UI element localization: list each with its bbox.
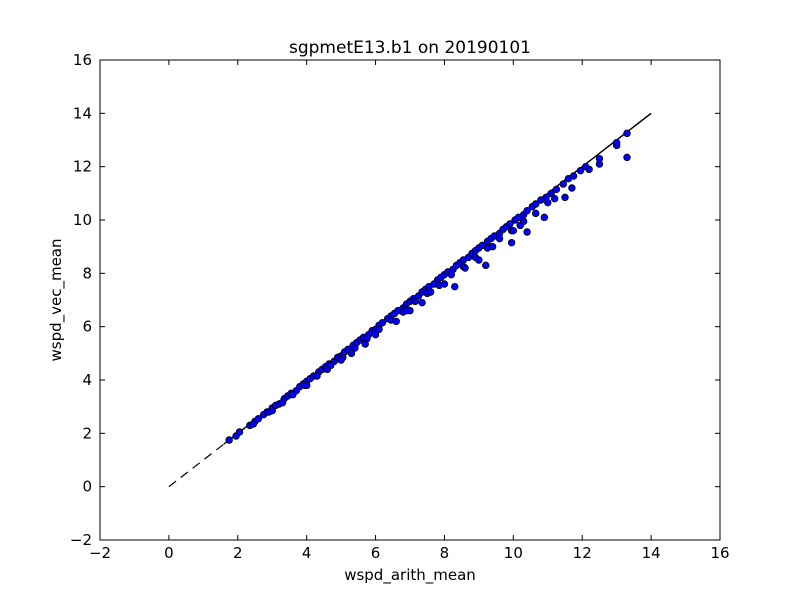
data-point <box>392 317 400 326</box>
data-point <box>447 270 456 279</box>
data-point <box>523 228 531 236</box>
data-point <box>254 414 263 423</box>
y-tick-label: 12 <box>73 158 92 176</box>
data-point <box>451 282 459 291</box>
data-point <box>378 318 387 327</box>
data-point <box>268 406 276 415</box>
data-point <box>351 344 359 352</box>
data-point <box>509 226 518 235</box>
data-point <box>235 428 244 436</box>
data-point <box>569 172 578 180</box>
data-point <box>278 398 287 407</box>
data-point <box>337 356 345 364</box>
y-axis-ticks: −2 0 2 4 6 8 10 12 14 16 <box>70 51 720 549</box>
data-point <box>371 330 380 339</box>
data-point <box>523 206 531 215</box>
x-tick-label: 14 <box>642 544 661 562</box>
data-point <box>506 220 514 228</box>
data-point <box>507 238 516 247</box>
data-point <box>313 372 321 380</box>
x-tick-label: 16 <box>710 544 729 562</box>
x-tick-label: 8 <box>440 544 450 562</box>
data-point <box>532 209 540 218</box>
data-point <box>585 165 593 174</box>
data-point <box>623 153 631 162</box>
data-point <box>461 264 469 272</box>
data-point <box>249 420 257 428</box>
data-point <box>402 306 411 315</box>
x-axis-label: wspd_arith_mean <box>344 566 476 585</box>
x-tick-label: 6 <box>371 544 381 562</box>
data-point <box>576 166 585 175</box>
data-point <box>411 297 419 306</box>
x-tick-label: 12 <box>573 544 592 562</box>
data-point <box>559 180 567 188</box>
y-axis-label: wspd_vec_mean <box>47 238 66 361</box>
data-point <box>552 185 561 194</box>
data-point <box>540 213 549 222</box>
plot-frame <box>99 59 721 541</box>
y-tick-label: 8 <box>82 264 92 282</box>
data-point <box>550 194 559 203</box>
data-point <box>532 200 540 208</box>
data-point <box>302 381 311 390</box>
data-point <box>561 193 569 202</box>
x-axis-ticks: −2 0 2 4 6 8 10 12 14 16 <box>89 60 730 562</box>
data-point <box>475 256 483 264</box>
data-point <box>361 340 369 348</box>
data-point <box>595 154 604 163</box>
data-point <box>488 242 497 251</box>
x-tick-label: −2 <box>89 544 111 562</box>
data-point <box>547 189 555 198</box>
y-tick-label: 10 <box>73 211 92 229</box>
data-point <box>568 184 576 192</box>
y-tick-label: 2 <box>82 424 92 442</box>
data-point <box>440 280 449 288</box>
data-point <box>289 390 297 399</box>
data-point <box>418 298 426 307</box>
data-point <box>347 349 356 358</box>
y-tick-label: 16 <box>73 51 92 69</box>
y-tick-label: −2 <box>70 531 92 549</box>
data-point <box>623 129 631 138</box>
data-point <box>516 221 524 230</box>
x-tick-label: 2 <box>233 544 243 562</box>
data-point <box>426 288 435 296</box>
x-tick-label: 10 <box>504 544 523 562</box>
data-points <box>225 129 631 444</box>
y-tick-label: 0 <box>82 478 92 496</box>
data-point <box>323 365 332 374</box>
data-point <box>612 138 621 147</box>
data-point <box>544 198 552 207</box>
data-point <box>225 436 233 444</box>
x-tick-label: 4 <box>302 544 312 562</box>
y-tick-label: 4 <box>82 371 92 389</box>
y-tick-label: 6 <box>82 318 92 336</box>
x-tick-label: 0 <box>164 544 174 562</box>
data-point <box>495 234 504 243</box>
chart-title: sgpmetE13.b1 on 20190101 <box>289 38 531 58</box>
y-tick-label: 14 <box>73 104 92 122</box>
data-point <box>375 325 383 334</box>
data-point <box>482 261 490 270</box>
